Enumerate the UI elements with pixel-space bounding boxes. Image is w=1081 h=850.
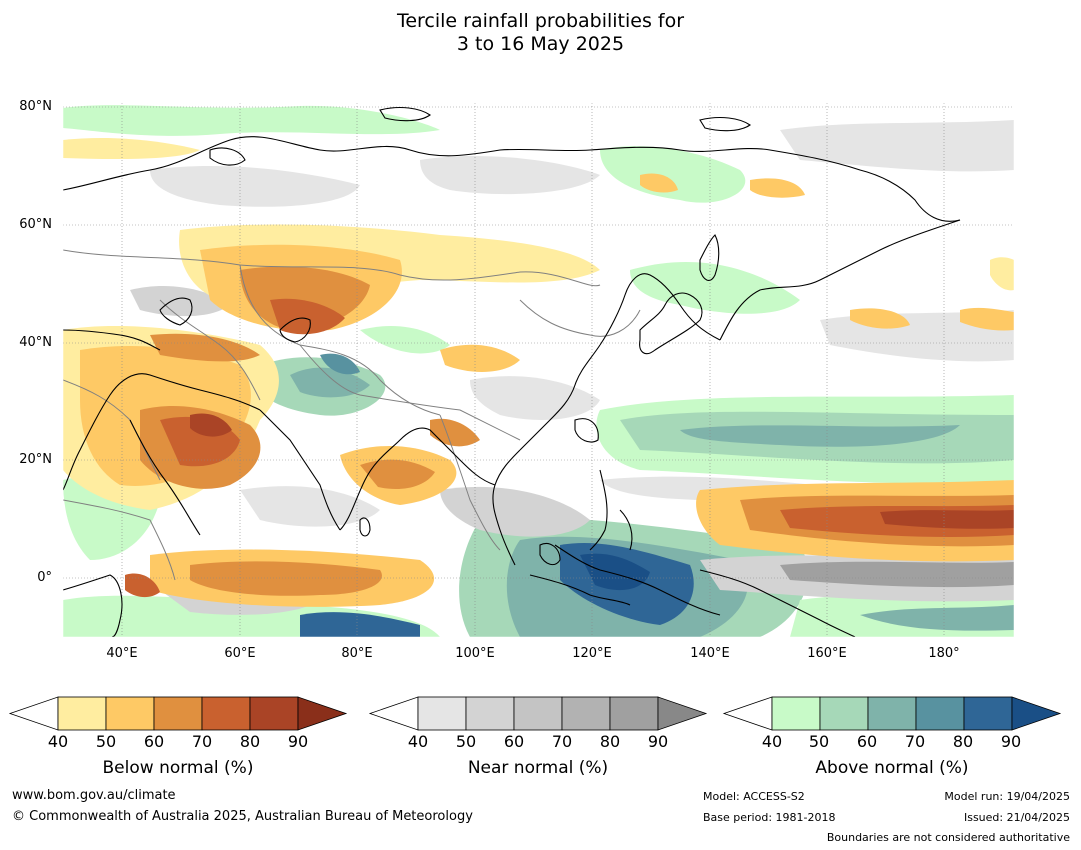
legend-below-tick: 60 (143, 732, 165, 751)
legend-above-tick: 40 (761, 732, 783, 751)
legend-below-swatch (57, 696, 107, 731)
legend-near-swatch (513, 696, 563, 731)
legend-near-swatch (465, 696, 515, 731)
disclaimer-text: Boundaries are not considered authoritat… (826, 831, 1070, 844)
legend-above-tick: 80 (952, 732, 974, 751)
model-run-text: Model run: 19/04/2025 (944, 790, 1070, 803)
lon-label-40e: 40°E (106, 646, 138, 661)
lon-label-100e: 100°E (455, 646, 495, 661)
legend-above-swatch (963, 696, 1013, 731)
lat-label-40n: 40°N (19, 335, 52, 350)
legend-near-low-arrow (368, 696, 419, 731)
legend-above-tick: 90 (1000, 732, 1022, 751)
legend-near-tick: 40 (407, 732, 429, 751)
legend-below-swatch (201, 696, 251, 731)
copyright-text: © Commonwealth of Australia 2025, Austra… (12, 809, 473, 824)
legend-below-tick: 40 (47, 732, 69, 751)
chart-title-line2: 3 to 16 May 2025 (456, 33, 625, 55)
model-text: Model: ACCESS-S2 (703, 790, 805, 803)
legend-above-swatch (771, 696, 821, 731)
legend-near-swatch (609, 696, 659, 731)
legend-above-high-arrow (1011, 696, 1062, 731)
legend-below-label: Below normal (%) (102, 758, 254, 778)
coastlines (63, 106, 961, 637)
legend-above-swatch (819, 696, 869, 731)
country-borders (63, 249, 641, 581)
legend-near-swatch (417, 696, 467, 731)
chart-title-line1: Tercile rainfall probabilities for (396, 10, 685, 32)
legend-below-swatch (105, 696, 155, 731)
map-frame (62, 102, 1015, 638)
above-normal-regions (63, 105, 1014, 637)
lon-label-60e: 60°E (224, 646, 256, 661)
legend-near-tick: 80 (599, 732, 621, 751)
legend-near-tick: 90 (647, 732, 669, 751)
lat-label-20n: 20°N (19, 452, 52, 467)
lat-label-60n: 60°N (19, 217, 52, 232)
legend-below-tick: 90 (287, 732, 309, 751)
legend-above-swatch (867, 696, 917, 731)
legend-below-high-arrow (297, 696, 348, 731)
legend-above-low-arrow (722, 696, 773, 731)
lon-label-80e: 80°E (341, 646, 373, 661)
lon-label-160e: 160°E (807, 646, 847, 661)
legend-below-swatch (153, 696, 203, 731)
legend-below-swatch (249, 696, 299, 731)
lat-label-80n: 80°N (19, 99, 52, 114)
legend-near-label: Near normal (%) (467, 758, 609, 778)
legend-near-tick: 50 (455, 732, 477, 751)
legend-above-tick: 60 (856, 732, 878, 751)
legend-below-tick: 80 (239, 732, 261, 751)
map-layer (63, 103, 1014, 637)
legend-above-tick: 50 (808, 732, 830, 751)
lon-label-180: 180° (928, 646, 960, 661)
lat-label-0: 0° (37, 570, 52, 585)
issued-text: Issued: 21/04/2025 (963, 811, 1070, 824)
legend-below-tick: 70 (191, 732, 213, 751)
lon-label-140e: 140°E (690, 646, 730, 661)
legend-above-swatch (915, 696, 965, 731)
legend-above-label: Above normal (%) (815, 758, 969, 778)
base-period-text: Base period: 1981-2018 (703, 811, 836, 824)
lon-label-120e: 120°E (572, 646, 612, 661)
legend-below-tick: 50 (95, 732, 117, 751)
legend-near-tick: 70 (551, 732, 573, 751)
legend-below-low-arrow (8, 696, 59, 731)
below-normal-regions (63, 138, 1014, 607)
legend-near-swatch (561, 696, 611, 731)
colorbars (8, 696, 1062, 731)
legend-above-tick: 70 (904, 732, 926, 751)
legend-near-tick: 60 (503, 732, 525, 751)
website-link[interactable]: www.bom.gov.au/climate (12, 788, 176, 803)
legend-near-high-arrow (657, 696, 708, 731)
